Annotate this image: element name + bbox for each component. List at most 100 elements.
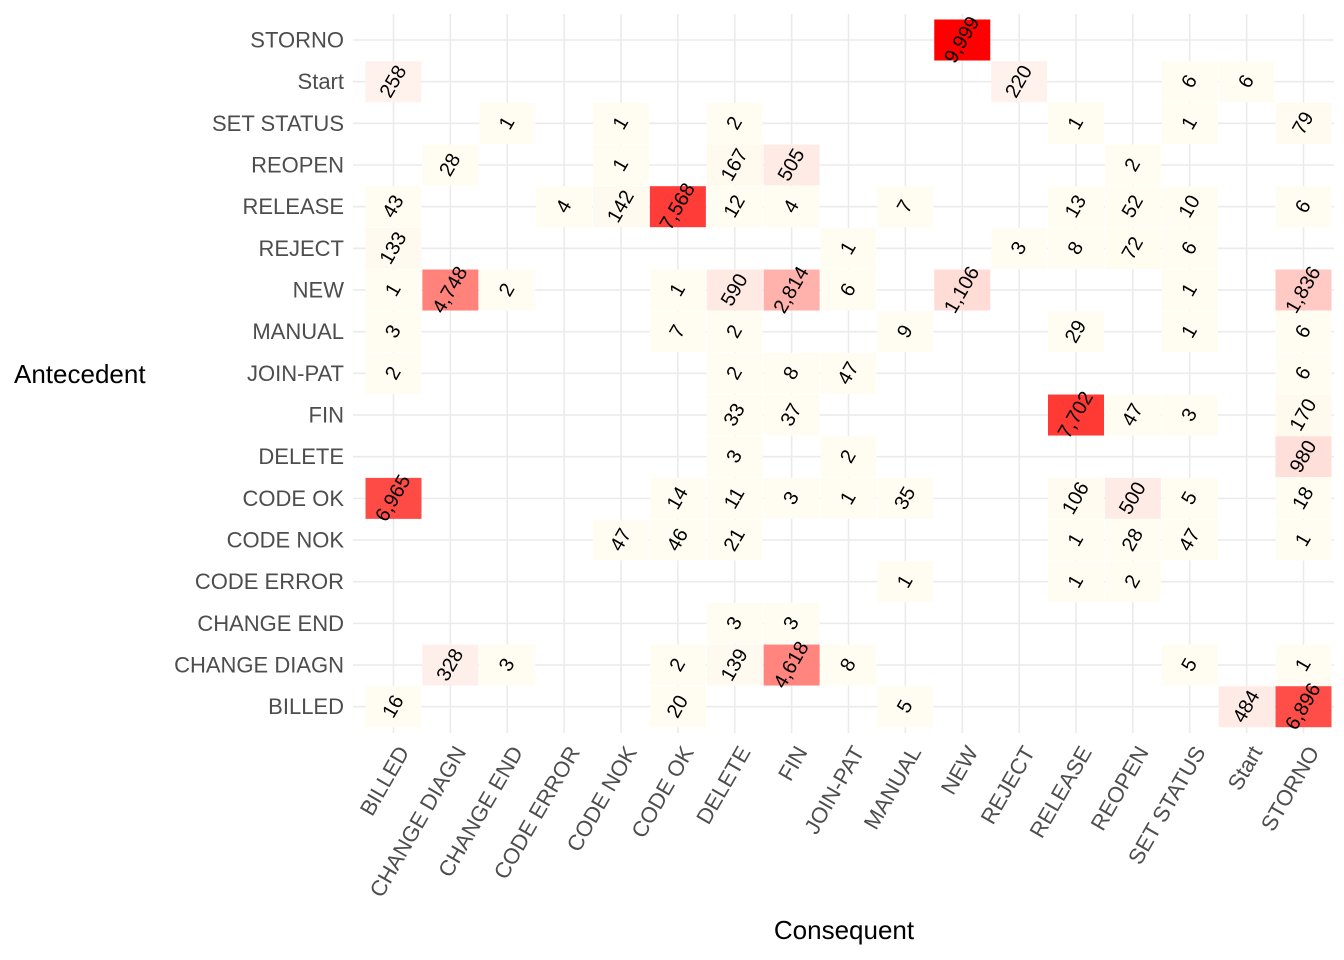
- x-tick-label-reject: REJECT: [976, 742, 1040, 829]
- y-tick-label-start: Start: [298, 69, 344, 94]
- y-tick-label-release: RELEASE: [243, 194, 345, 219]
- heatmap-cell-code-ok-to-release: [1048, 477, 1104, 519]
- x-tick-label-fin: FIN: [773, 742, 812, 785]
- heatmap-cell-reject-to-join-pat: [820, 227, 877, 269]
- y-tick-label-billed: BILLED: [268, 694, 344, 719]
- heatmap-cell-code-ok-to-set-status: [1161, 477, 1218, 519]
- heatmap-cell-code-nok-to-release: [1048, 519, 1104, 561]
- y-tick-label-change-end: CHANGE END: [197, 611, 344, 636]
- heatmap-cell-new-to-code-ok: [649, 269, 706, 311]
- heatmap-cell-code-error-to-release: [1048, 561, 1104, 603]
- x-tick-label-new: NEW: [936, 742, 983, 799]
- heatmap-cell-change-diagn-to-join-pat: [820, 644, 877, 686]
- heatmap-cell-release-to-set-status: [1161, 186, 1218, 228]
- y-tick-label-join-pat: JOIN-PAT: [247, 361, 344, 386]
- heatmap-cell-new-to-billed: [365, 269, 422, 311]
- y-tick-label-new: NEW: [293, 278, 345, 303]
- y-tick-label-reopen: REOPEN: [251, 153, 344, 178]
- heatmap-cell-manual-to-storno: [1275, 311, 1332, 353]
- heatmap-cell-join-pat-to-fin: [763, 352, 820, 394]
- heatmap-cell-change-diagn-to-change-end: [479, 644, 536, 686]
- heatmap-cell-release-to-reopen: [1104, 186, 1161, 228]
- x-tick-label-delete: DELETE: [691, 742, 755, 829]
- heatmap-cell-start-to-start: [1218, 61, 1275, 103]
- heatmap-cell-billed-to-start: [1218, 686, 1275, 728]
- heatmap-cell-new-to-delete: [706, 269, 763, 311]
- heatmap-cell-change-diagn-to-code-ok: [649, 644, 706, 686]
- heatmap-cell-reopen-to-delete: [706, 144, 763, 186]
- heatmap-cell-manual-to-code-ok: [649, 311, 706, 353]
- y-tick-label-code-nok: CODE NOK: [227, 528, 345, 553]
- heatmap-cell-change-diagn-to-delete: [706, 644, 763, 686]
- heatmap-cell-delete-to-join-pat: [820, 436, 877, 478]
- heatmap-cell-start-to-billed: [365, 61, 422, 103]
- heatmap-cell-release-to-delete: [706, 186, 763, 228]
- heatmap-cell-code-ok-to-code-ok: [649, 477, 706, 519]
- y-tick-label-delete: DELETE: [258, 444, 344, 469]
- y-tick-label-manual: MANUAL: [252, 319, 344, 344]
- heatmap-cell-change-end-to-fin: [763, 602, 820, 644]
- heatmap-cell-code-nok-to-code-ok: [649, 519, 706, 561]
- y-tick-label-set-status: SET STATUS: [212, 111, 344, 136]
- heatmap-cell-release-to-code-error: [536, 186, 593, 228]
- y-tick-label-reject: REJECT: [258, 236, 344, 261]
- heatmap-cell-set-status-to-change-end: [479, 102, 536, 144]
- heatmap-cell-join-pat-to-delete: [706, 352, 763, 394]
- heatmap-cell-new-to-set-status: [1161, 269, 1218, 311]
- heatmap-cell-change-diagn-to-change-diagn: [422, 644, 479, 686]
- heatmap-cell-start-to-set-status: [1161, 61, 1218, 103]
- heatmap-cell-storno-to-new: [934, 19, 991, 61]
- heatmap-cell-reopen-to-code-nok: [593, 144, 649, 186]
- heatmap-cell-set-status-to-code-nok: [593, 102, 649, 144]
- heatmap-cell-release-to-manual: [877, 186, 934, 228]
- heatmap-cell-new-to-change-diagn: [422, 269, 479, 311]
- heatmap-cell-billed-to-billed: [365, 686, 422, 728]
- heatmap-cell-new-to-fin: [763, 269, 820, 311]
- heatmap-cell-delete-to-delete: [706, 436, 763, 478]
- heatmap-cell-billed-to-storno: [1275, 686, 1332, 728]
- heatmap-cell-manual-to-billed: [365, 311, 422, 353]
- heatmap-cell-change-diagn-to-set-status: [1161, 644, 1218, 686]
- heatmap-cell-change-diagn-to-storno: [1275, 644, 1332, 686]
- heatmap-cell-code-ok-to-storno: [1275, 477, 1332, 519]
- heatmap-cell-set-status-to-release: [1048, 102, 1104, 144]
- heatmap-cell-code-ok-to-delete: [706, 477, 763, 519]
- heatmap-cell-manual-to-set-status: [1161, 311, 1218, 353]
- heatmap-cell-delete-to-storno: [1275, 436, 1332, 478]
- y-tick-label-change-diagn: CHANGE DIAGN: [174, 653, 344, 678]
- heatmap-cell-code-ok-to-manual: [877, 477, 934, 519]
- heatmap-cell-code-error-to-reopen: [1104, 561, 1161, 603]
- heatmap-cell-new-to-change-end: [479, 269, 536, 311]
- heatmap-cell-release-to-code-nok: [593, 186, 649, 228]
- y-tick-label-storno: STORNO: [250, 28, 344, 53]
- heatmap-cell-billed-to-code-ok: [649, 686, 706, 728]
- heatmap-cell-change-end-to-delete: [706, 602, 763, 644]
- heatmap-cell-change-diagn-to-fin: [763, 644, 820, 686]
- heatmap-cell-release-to-code-ok: [649, 186, 706, 228]
- heatmap-cell-code-ok-to-reopen: [1104, 477, 1161, 519]
- heatmap-cell-code-ok-to-billed: [365, 477, 422, 519]
- heatmap-cell-fin-to-storno: [1275, 394, 1332, 436]
- heatmap-cell-release-to-billed: [365, 186, 422, 228]
- heatmap-cell-join-pat-to-storno: [1275, 352, 1332, 394]
- heatmap-cell-new-to-new: [934, 269, 991, 311]
- x-tick-label-start: Start: [1223, 742, 1268, 795]
- heatmap-cell-reopen-to-change-diagn: [422, 144, 479, 186]
- heatmap-cell-start-to-reject: [991, 61, 1048, 103]
- heatmap-cell-fin-to-fin: [763, 394, 820, 436]
- heatmap-cell-reject-to-release: [1048, 227, 1104, 269]
- heatmap-cell-fin-to-release: [1048, 394, 1104, 436]
- heatmap-cell-reject-to-set-status: [1161, 227, 1218, 269]
- heatmap-cell-reject-to-reopen: [1104, 227, 1161, 269]
- heatmap-cell-manual-to-release: [1048, 311, 1104, 353]
- heatmap-cell-new-to-join-pat: [820, 269, 877, 311]
- heatmap-cell-set-status-to-storno: [1275, 102, 1332, 144]
- heatmap-cell-release-to-storno: [1275, 186, 1332, 228]
- heatmap-cell-reject-to-billed: [365, 227, 422, 269]
- heatmap-cell-code-nok-to-code-nok: [593, 519, 649, 561]
- heatmap-cell-reopen-to-fin: [763, 144, 820, 186]
- heatmap-cell-set-status-to-set-status: [1161, 102, 1218, 144]
